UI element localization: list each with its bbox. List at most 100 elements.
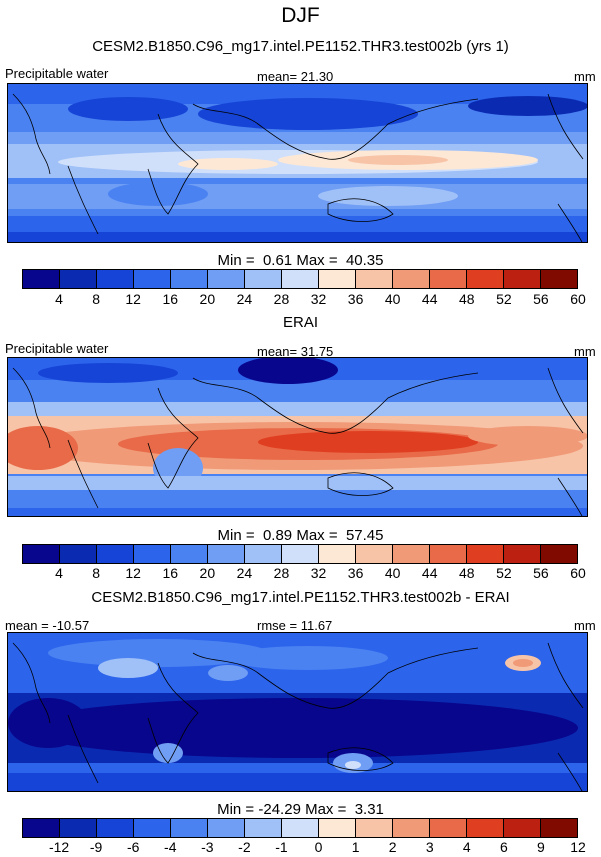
colorbar-tick-label: 48 bbox=[459, 565, 475, 581]
colorbar-swatch bbox=[541, 545, 577, 563]
colorbar-tick-label: 28 bbox=[273, 565, 290, 581]
colorbar-tick-label: -6 bbox=[126, 839, 140, 855]
colorbar-tick-label: 8 bbox=[92, 565, 101, 581]
panel1-colorbar-ticks: 4 8 12 16 20 24 28 32 36 40 44 48 52 56 60 bbox=[22, 291, 586, 309]
colorbar-swatch bbox=[97, 819, 134, 837]
colorbar-tick-label: 8 bbox=[92, 291, 101, 307]
season-title: DJF bbox=[281, 4, 320, 27]
colorbar-swatch bbox=[208, 270, 245, 288]
panel2-units: mm bbox=[574, 344, 596, 359]
colorbar-tick-label: -12 bbox=[48, 839, 70, 855]
panel2-variable-label: Precipitable water bbox=[5, 341, 109, 356]
colorbar-swatch bbox=[282, 819, 319, 837]
colorbar-swatch bbox=[134, 545, 171, 563]
panel1-units: mm bbox=[574, 69, 596, 84]
colorbar-tick-label: 3 bbox=[425, 839, 434, 855]
colorbar-tick-label: 12 bbox=[125, 291, 141, 307]
colorbar-tick-label: 56 bbox=[533, 291, 549, 307]
colorbar-tick-label: 2 bbox=[388, 839, 397, 855]
panel1-minmax: Min = 0.61 Max = 40.35 bbox=[217, 252, 384, 269]
colorbar-swatch bbox=[319, 819, 356, 837]
panel1-map bbox=[7, 83, 588, 243]
colorbar-tick-label: 4 bbox=[55, 291, 63, 307]
colorbar-tick-label: 40 bbox=[384, 291, 401, 307]
colorbar-tick-label: 1 bbox=[351, 839, 360, 855]
colorbar-swatch bbox=[467, 270, 504, 288]
colorbar-swatch bbox=[393, 819, 430, 837]
colorbar-swatch bbox=[282, 270, 319, 288]
colorbar-swatch bbox=[134, 270, 171, 288]
colorbar-swatch bbox=[208, 819, 245, 837]
colorbar-swatch bbox=[171, 545, 208, 563]
colorbar-swatch bbox=[467, 819, 504, 837]
colorbar-tick-label: 12 bbox=[125, 565, 141, 581]
colorbar-tick-label: 20 bbox=[199, 291, 216, 307]
colorbar-tick-label: -1 bbox=[275, 839, 288, 855]
colorbar-tick-label: 4 bbox=[55, 565, 63, 581]
colorbar-swatch bbox=[245, 819, 282, 837]
panel2-title: ERAI bbox=[282, 314, 318, 331]
panel3-rmse: rmse = 11.67 bbox=[257, 618, 333, 633]
colorbar-swatch bbox=[356, 270, 393, 288]
colorbar-swatch bbox=[504, 545, 541, 563]
colorbar-tick-label: 12 bbox=[570, 839, 586, 855]
colorbar-tick-label: 60 bbox=[570, 291, 586, 307]
colorbar-swatch bbox=[541, 270, 577, 288]
colorbar-tick-label: 36 bbox=[347, 291, 364, 307]
colorbar-tick-label: 6 bbox=[499, 839, 508, 855]
colorbar-tick-label: 52 bbox=[496, 565, 512, 581]
colorbar-swatch bbox=[319, 270, 356, 288]
colorbar-tick-label: 9 bbox=[537, 839, 545, 855]
colorbar-swatch bbox=[208, 545, 245, 563]
colorbar-swatch bbox=[356, 819, 393, 837]
colorbar-swatch bbox=[245, 545, 282, 563]
colorbar-tick-label: 24 bbox=[236, 565, 253, 581]
colorbar-tick-label: 24 bbox=[236, 291, 253, 307]
panel3-title: CESM2.B1850.C96_mg17.intel.PE1152.THR3.t… bbox=[91, 589, 510, 606]
colorbar-tick-label: 48 bbox=[459, 291, 475, 307]
colorbar-swatch bbox=[23, 819, 60, 837]
panel3-units: mm bbox=[574, 618, 596, 633]
colorbar-swatch bbox=[430, 545, 467, 563]
colorbar-tick-label: -4 bbox=[164, 839, 177, 855]
colorbar-swatch bbox=[282, 545, 319, 563]
panel2-mean: mean= 31.75 bbox=[257, 344, 334, 359]
colorbar-swatch bbox=[393, 270, 430, 288]
panel2-minmax: Min = 0.89 Max = 57.45 bbox=[217, 527, 384, 544]
panel3-colorbar-ticks: -12 -9 -6 -4 -3 -2 -1 0 1 2 3 4 6 9 12 bbox=[22, 839, 586, 857]
colorbar-tick-label: 16 bbox=[162, 291, 179, 307]
colorbar-tick-label: 44 bbox=[421, 565, 438, 581]
panel2-map bbox=[7, 357, 588, 517]
colorbar-swatch bbox=[245, 270, 282, 288]
colorbar-swatch bbox=[430, 270, 467, 288]
colorbar-swatch bbox=[171, 270, 208, 288]
panel2-colorbar-ticks: 4 8 12 16 20 24 28 32 36 40 44 48 52 56 60 bbox=[22, 565, 586, 583]
panel3-minmax: Min = -24.29 Max = 3.31 bbox=[217, 801, 384, 818]
panel1-colorbar bbox=[22, 269, 578, 289]
colorbar-tick-label: -2 bbox=[238, 839, 251, 855]
colorbar-swatch bbox=[319, 545, 356, 563]
colorbar-swatch bbox=[430, 819, 467, 837]
colorbar-tick-label: 32 bbox=[310, 565, 327, 581]
colorbar-swatch bbox=[541, 819, 577, 837]
colorbar-tick-label: -9 bbox=[89, 839, 103, 855]
panel1-variable-label: Precipitable water bbox=[5, 66, 109, 81]
colorbar-swatch bbox=[134, 819, 171, 837]
colorbar-tick-label: 60 bbox=[570, 565, 586, 581]
panel2-colorbar bbox=[22, 544, 578, 564]
colorbar-swatch bbox=[504, 819, 541, 837]
colorbar-tick-label: 32 bbox=[310, 291, 327, 307]
colorbar-tick-label: 40 bbox=[384, 565, 401, 581]
colorbar-swatch bbox=[171, 819, 208, 837]
colorbar-swatch bbox=[60, 270, 97, 288]
panel3-colorbar bbox=[22, 818, 578, 838]
panel3-map bbox=[7, 632, 588, 792]
colorbar-tick-label: 36 bbox=[347, 565, 364, 581]
colorbar-swatch bbox=[393, 545, 430, 563]
colorbar-swatch bbox=[23, 270, 60, 288]
colorbar-swatch bbox=[23, 545, 60, 563]
panel1-mean: mean= 21.30 bbox=[257, 69, 334, 84]
colorbar-tick-label: -3 bbox=[201, 839, 214, 855]
colorbar-swatch bbox=[467, 545, 504, 563]
colorbar-swatch bbox=[504, 270, 541, 288]
